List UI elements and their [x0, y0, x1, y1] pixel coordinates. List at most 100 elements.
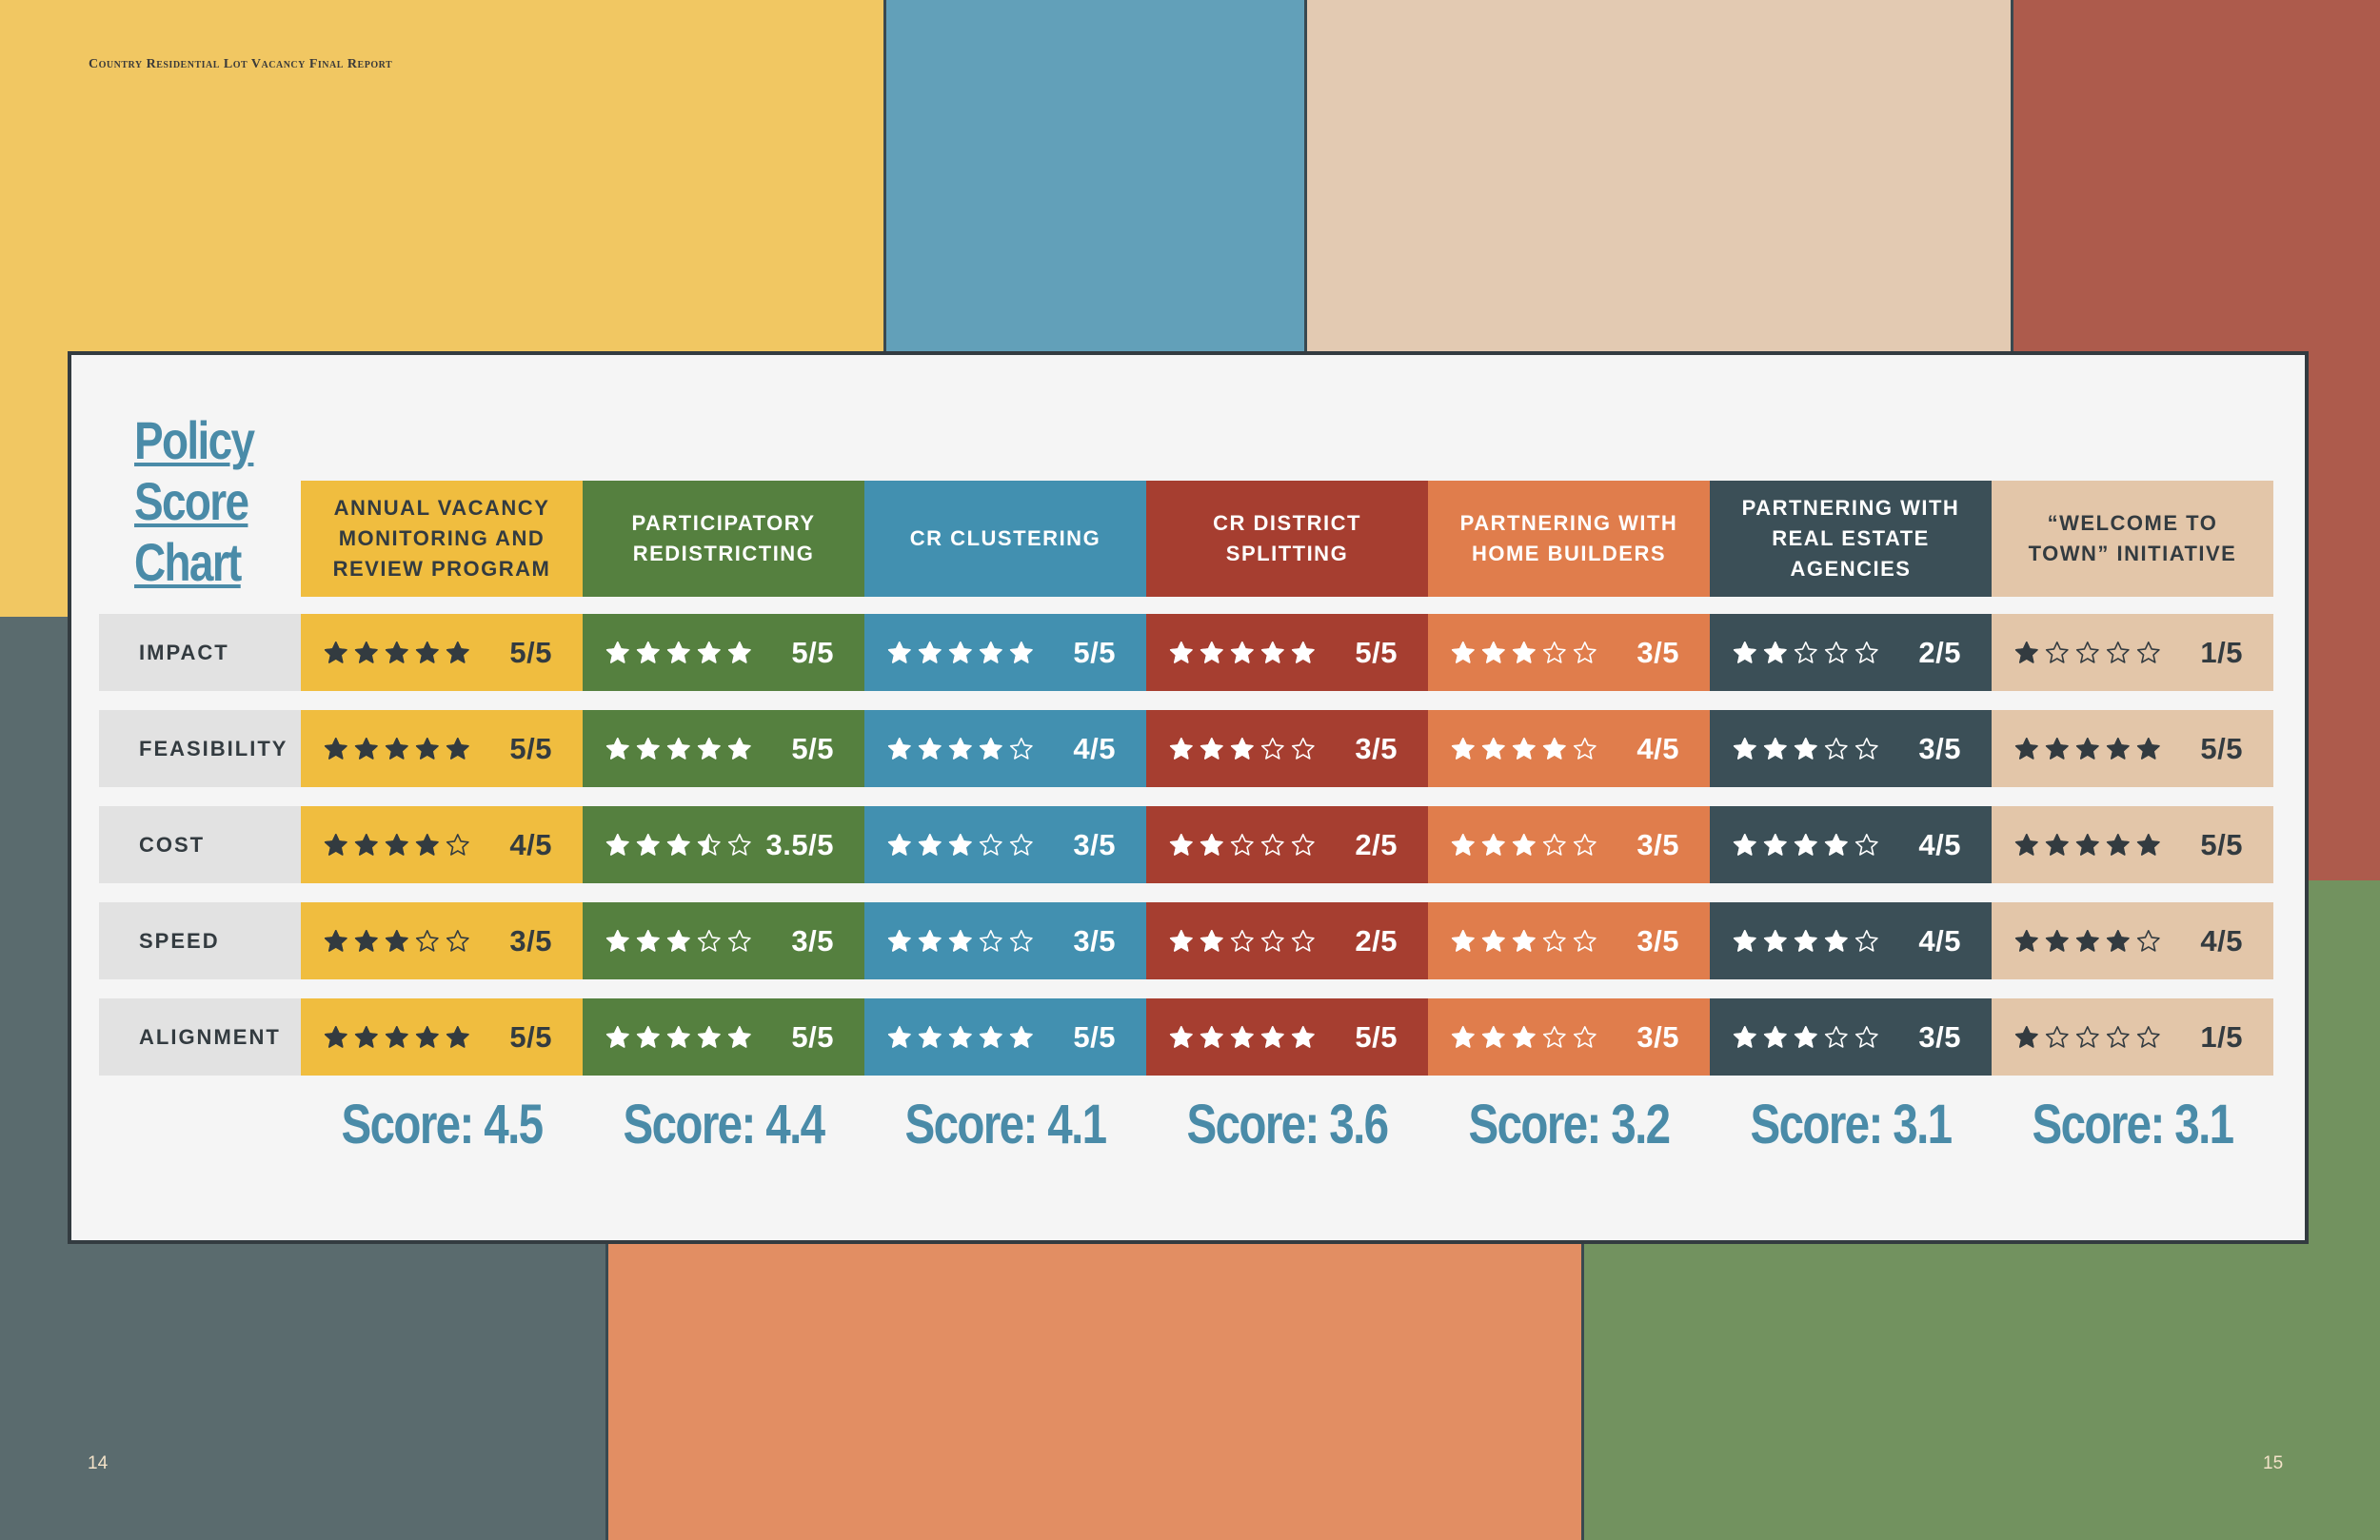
star-rating — [324, 833, 469, 856]
star-filled-icon — [2014, 737, 2038, 760]
star-filled-icon — [324, 833, 347, 856]
rating-cell: 3/5 — [1428, 998, 1710, 1076]
star-filled-icon — [666, 929, 690, 952]
star-empty-icon — [1854, 929, 1878, 952]
total-score: Score: 3.1 — [2032, 1094, 2235, 1155]
star-filled-icon — [979, 641, 1002, 663]
rating-value: 3/5 — [1636, 923, 1679, 958]
rating-value: 5/5 — [509, 635, 552, 669]
star-filled-icon — [1794, 737, 1817, 760]
column-header: ANNUAL VACANCY MONITORING AND REVIEW PRO… — [301, 481, 583, 597]
star-filled-icon — [324, 1025, 347, 1048]
star-filled-icon — [1169, 1025, 1193, 1048]
star-filled-icon — [887, 641, 911, 663]
star-filled-icon — [1733, 1025, 1756, 1048]
star-filled-icon — [948, 929, 972, 952]
star-filled-icon — [727, 737, 751, 760]
star-filled-icon — [1512, 929, 1536, 952]
rating-cell: 5/5 — [583, 614, 864, 691]
star-rating — [1451, 929, 1597, 952]
star-rating — [1169, 737, 1315, 760]
rating-cell: 3/5 — [301, 902, 583, 979]
star-filled-icon — [2045, 833, 2069, 856]
star-empty-icon — [1260, 929, 1284, 952]
star-filled-icon — [697, 1025, 721, 1048]
star-empty-icon — [1009, 737, 1033, 760]
star-filled-icon — [636, 641, 660, 663]
star-rating — [605, 929, 751, 952]
star-empty-icon — [1854, 1025, 1878, 1048]
star-filled-icon — [1451, 641, 1475, 663]
rating-cell: 5/5 — [301, 710, 583, 787]
star-empty-icon — [1260, 833, 1284, 856]
rating-value: 2/5 — [1918, 635, 1961, 669]
star-empty-icon — [1573, 929, 1597, 952]
star-filled-icon — [1763, 833, 1787, 856]
star-filled-icon — [1200, 833, 1223, 856]
star-filled-icon — [1481, 1025, 1505, 1048]
star-rating — [1451, 641, 1597, 663]
star-filled-icon — [1260, 641, 1284, 663]
star-filled-icon — [697, 641, 721, 663]
star-rating — [887, 737, 1033, 760]
star-empty-icon — [1573, 1025, 1597, 1048]
background-block-beige — [1307, 0, 2011, 400]
rating-cell: 3/5 — [864, 806, 1146, 883]
star-filled-icon — [1512, 1025, 1536, 1048]
star-empty-icon — [2136, 641, 2160, 663]
star-filled-icon — [948, 641, 972, 663]
chart-title-line: Chart — [134, 532, 242, 592]
star-filled-icon — [1200, 737, 1223, 760]
page-number-right: 15 — [2263, 1453, 2284, 1473]
column-header: PARTNERING WITH REAL ESTATE AGENCIES — [1710, 481, 1992, 597]
column-header: “WELCOME TO TOWN” INITIATIVE — [1992, 481, 2273, 597]
star-rating — [324, 641, 469, 663]
row-label-cost: COST — [99, 806, 301, 883]
star-filled-icon — [887, 929, 911, 952]
star-filled-icon — [979, 1025, 1002, 1048]
column-header: PARTNERING WITH HOME BUILDERS — [1428, 481, 1710, 597]
star-empty-icon — [2075, 641, 2099, 663]
star-empty-icon — [1573, 641, 1597, 663]
rating-value: 4/5 — [509, 827, 552, 861]
star-empty-icon — [446, 833, 469, 856]
rating-value: 3/5 — [1636, 827, 1679, 861]
star-filled-icon — [1451, 833, 1475, 856]
star-empty-icon — [979, 833, 1002, 856]
star-rating — [1169, 833, 1315, 856]
star-empty-icon — [2136, 929, 2160, 952]
rating-cell: 5/5 — [1992, 806, 2273, 883]
star-filled-icon — [1512, 833, 1536, 856]
star-rating — [1169, 929, 1315, 952]
star-filled-icon — [2106, 929, 2130, 952]
rating-cell: 5/5 — [1992, 710, 2273, 787]
star-filled-icon — [1763, 641, 1787, 663]
star-filled-icon — [727, 641, 751, 663]
rating-value: 5/5 — [791, 731, 834, 765]
star-filled-icon — [446, 1025, 469, 1048]
star-filled-icon — [1009, 641, 1033, 663]
star-filled-icon — [948, 1025, 972, 1048]
star-filled-icon — [948, 737, 972, 760]
star-filled-icon — [2045, 929, 2069, 952]
rating-value: 3/5 — [1073, 827, 1116, 861]
rating-cell: 2/5 — [1146, 806, 1428, 883]
row-label-feasibility: FEASIBILITY — [99, 710, 301, 787]
star-filled-icon — [415, 737, 439, 760]
rating-value: 3/5 — [509, 923, 552, 958]
star-empty-icon — [446, 929, 469, 952]
star-filled-icon — [636, 833, 660, 856]
star-filled-icon — [2014, 641, 2038, 663]
star-empty-icon — [2075, 1025, 2099, 1048]
star-empty-icon — [1291, 833, 1315, 856]
star-filled-icon — [1481, 833, 1505, 856]
star-rating — [324, 929, 469, 952]
star-filled-icon — [385, 929, 408, 952]
star-filled-icon — [1230, 1025, 1254, 1048]
star-filled-icon — [354, 1025, 378, 1048]
star-rating — [2014, 833, 2160, 856]
rating-value: 3/5 — [1918, 1019, 1961, 1054]
chart-title-line: Score — [134, 471, 249, 531]
star-rating — [1733, 737, 1878, 760]
star-filled-icon — [415, 641, 439, 663]
